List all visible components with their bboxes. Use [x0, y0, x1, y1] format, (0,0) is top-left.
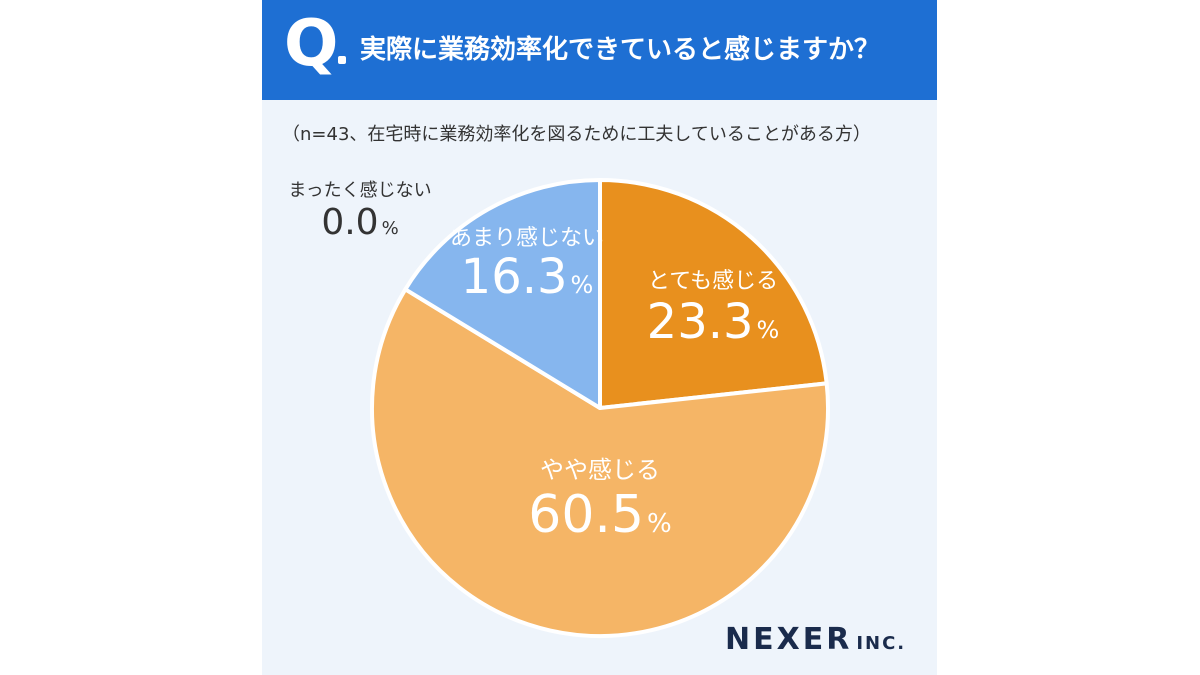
slice-label: とても感じる	[648, 269, 778, 294]
slice-label: あまり感じない	[450, 226, 604, 251]
pie-slice	[403, 178, 602, 410]
sample-note: （n=43、在宅時に業務効率化を図るために工夫していることがある方）	[282, 124, 871, 145]
nexer-logo: NEXER INC.	[725, 622, 906, 657]
question-header: Q 実際に業務効率化できていると感じますか？	[262, 0, 937, 100]
pie-slice	[598, 178, 829, 410]
q-dot	[338, 56, 346, 64]
pie-slices	[370, 178, 830, 638]
question-text: 実際に業務効率化できていると感じますか？	[360, 35, 881, 65]
slice-label: まったく感じない	[288, 180, 431, 201]
logo-suffix: INC.	[856, 633, 907, 654]
q-mark: Q	[284, 7, 339, 81]
logo-main: NEXER	[725, 622, 853, 657]
pie-slice	[370, 287, 830, 638]
slice-label: やや感じる	[540, 456, 660, 484]
survey-card: Q 実際に業務効率化できていると感じますか？ （n=43、在宅時に業務効率化を図…	[262, 0, 937, 675]
slice-value: 0.0%	[321, 202, 398, 243]
